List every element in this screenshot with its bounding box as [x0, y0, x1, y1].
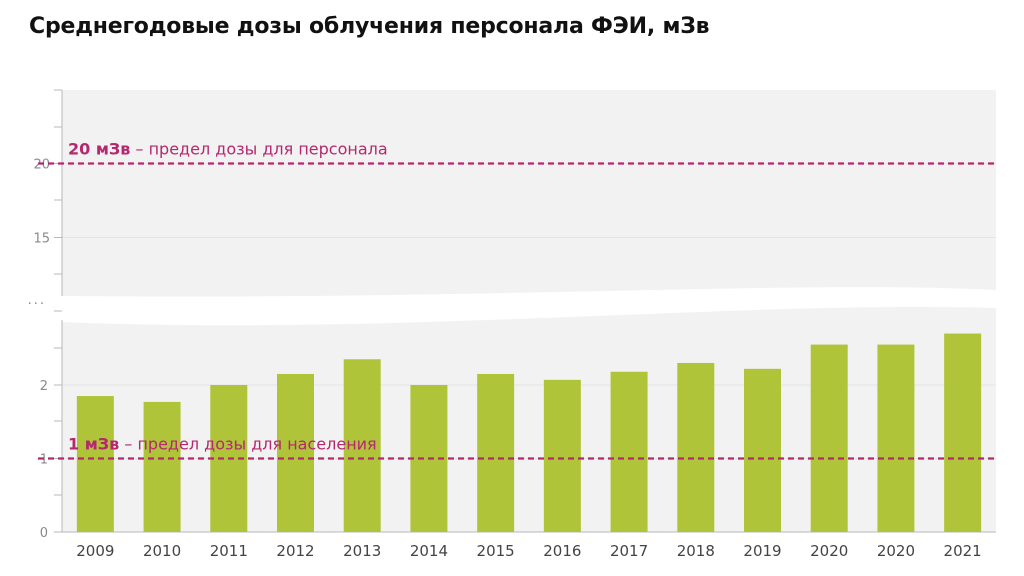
x-tick-label: 2020	[877, 542, 915, 560]
bar	[343, 359, 381, 532]
bar	[76, 396, 114, 532]
reference-line-value: 20 мЗв	[68, 140, 130, 159]
upper-panel-background	[62, 90, 996, 297]
x-tick-label: 2014	[410, 542, 448, 560]
x-tick-label: 2010	[143, 542, 181, 560]
x-tick-label: 2021	[944, 542, 982, 560]
x-tick-label: 2011	[210, 542, 248, 560]
bar	[610, 371, 648, 532]
reference-line-description: – предел дозы для населения	[119, 435, 376, 454]
reference-line-label: 1 мЗв – предел дозы для населения	[68, 435, 377, 454]
y-tick-label: 20	[33, 158, 50, 173]
reference-line-value: 1 мЗв	[68, 435, 119, 454]
bar	[877, 344, 915, 532]
y-tick-label: 1	[40, 453, 48, 468]
x-tick-label: 2017	[610, 542, 648, 560]
x-tick-label: 2020	[810, 542, 848, 560]
bar	[677, 362, 715, 532]
lower-panel-background	[62, 306, 996, 532]
reference-line-label: 20 мЗв – предел дозы для персонала	[68, 140, 388, 159]
x-tick-label: 2013	[343, 542, 381, 560]
x-tick-label: 2019	[743, 542, 781, 560]
y-tick-label: 2	[40, 379, 48, 394]
x-tick-label: 2015	[477, 542, 515, 560]
bar	[543, 379, 581, 532]
bar	[477, 373, 515, 532]
y-tick-label: 0	[40, 526, 48, 541]
y-tick-label: 15	[33, 232, 50, 247]
axis-break-label: ...	[28, 293, 46, 308]
bar	[744, 368, 781, 532]
x-tick-label: 2009	[76, 542, 114, 560]
bar	[143, 401, 181, 532]
bar	[277, 373, 314, 532]
reference-line-description: – предел дозы для персонала	[130, 140, 387, 159]
x-tick-label: 2018	[677, 542, 715, 560]
bar	[944, 333, 982, 532]
x-tick-label: 2016	[543, 542, 581, 560]
chart-title: Среднегодовые дозы облучения персонала Ф…	[29, 14, 710, 39]
bar	[810, 344, 848, 532]
x-tick-label: 2012	[276, 542, 314, 560]
